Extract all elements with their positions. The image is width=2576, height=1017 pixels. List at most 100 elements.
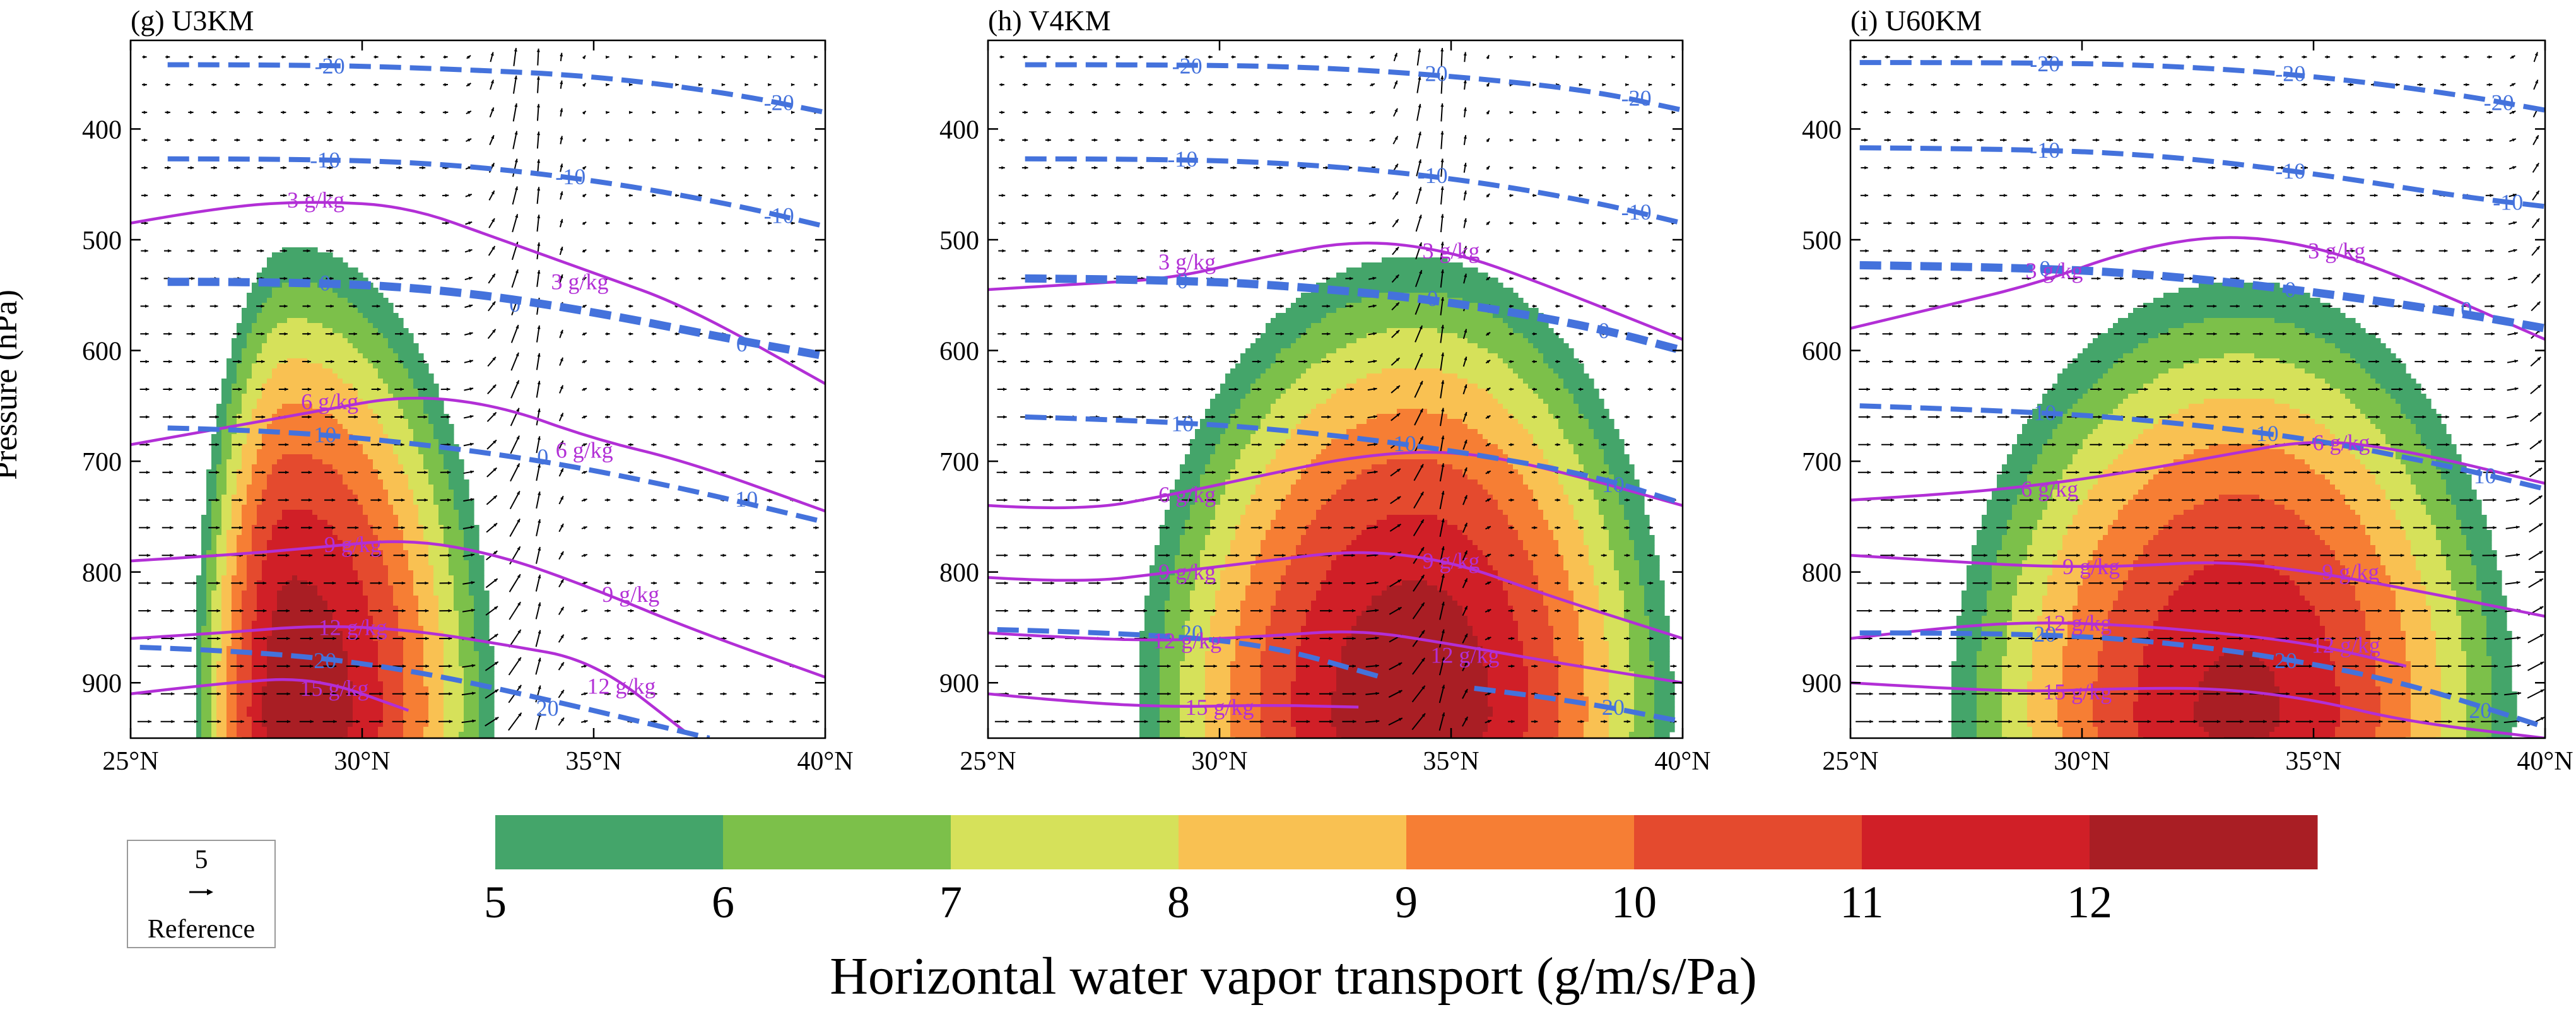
- shade-cell: [272, 525, 278, 531]
- shade-cell: [247, 348, 252, 354]
- shade-cell: [368, 621, 373, 626]
- shade-cell: [327, 404, 333, 409]
- shade-cell: [373, 712, 379, 717]
- shade-cell: [267, 303, 273, 309]
- shade-cell: [267, 434, 273, 440]
- shade-cell: [343, 333, 348, 339]
- shade-cell: [201, 681, 207, 687]
- shade-cell: [383, 697, 389, 702]
- shade-cell: [464, 505, 469, 510]
- shade-cell: [317, 525, 323, 531]
- shade-cell: [338, 591, 343, 596]
- shade-cell: [343, 606, 348, 611]
- shade-cell: [206, 732, 212, 738]
- shade-cell: [368, 601, 373, 606]
- shade-cell: [247, 308, 252, 314]
- shade-cell: [438, 570, 444, 576]
- shade-cell: [348, 333, 353, 339]
- shade-cell: [393, 565, 399, 571]
- shade-cell: [292, 373, 298, 379]
- shade-cell: [232, 540, 237, 546]
- shade-cell: [363, 707, 368, 712]
- shade-cell: [317, 424, 323, 430]
- shade-cell: [343, 722, 348, 727]
- shade-cell: [302, 409, 308, 414]
- shade-cell: [428, 510, 434, 515]
- wind-vector-head: [283, 110, 286, 114]
- shade-cell: [257, 616, 262, 621]
- shade-cell: [287, 490, 293, 495]
- shade-cell: [317, 429, 323, 435]
- shade-cell: [262, 540, 268, 546]
- shade-cell: [353, 363, 358, 369]
- shade-cell: [302, 550, 308, 556]
- shade-cell: [196, 626, 202, 632]
- shade-cell: [297, 717, 303, 722]
- shade-cell: [383, 707, 389, 712]
- shade-cell: [438, 656, 444, 662]
- shade-cell: [307, 641, 313, 647]
- shade-cell: [327, 515, 333, 520]
- wind-vector-head: [285, 498, 289, 502]
- shade-cell: [237, 379, 242, 384]
- shade-cell: [413, 384, 419, 389]
- shade-cell: [201, 565, 207, 571]
- shade-cell: [237, 399, 242, 404]
- shade-cell: [282, 348, 288, 354]
- shade-cell: [292, 540, 298, 546]
- shade-cell: [363, 363, 368, 369]
- shade-cell: [338, 641, 343, 647]
- shade-cell: [489, 671, 495, 677]
- shade-cell: [282, 373, 288, 379]
- shade-cell: [464, 540, 469, 546]
- wind-vector-head: [145, 387, 150, 391]
- shade-cell: [388, 429, 394, 435]
- shade-cell: [388, 727, 394, 732]
- shade-cell: [292, 580, 298, 586]
- shade-cell: [307, 353, 313, 359]
- shade-cell: [393, 323, 399, 329]
- shade-cell: [216, 515, 222, 520]
- shade-cell: [433, 459, 439, 465]
- shade-cell: [423, 661, 429, 667]
- shade-cell: [393, 459, 399, 465]
- shade-cell: [383, 691, 389, 697]
- shade-cell: [307, 444, 313, 450]
- shade-cell: [403, 500, 409, 505]
- shade-cell: [383, 444, 389, 450]
- shade-cell: [363, 702, 368, 707]
- shade-cell: [307, 505, 313, 510]
- shade-cell: [449, 575, 454, 581]
- wind-vector-head: [262, 471, 266, 474]
- shade-cell: [277, 560, 283, 566]
- shade-cell: [444, 656, 449, 662]
- shade-cell: [454, 449, 459, 455]
- shade-cell: [317, 520, 323, 526]
- shade-cell: [353, 293, 358, 298]
- shade-cell: [383, 631, 389, 637]
- shade-cell: [307, 485, 313, 490]
- shade-cell: [232, 621, 237, 626]
- wind-vector-head: [216, 498, 220, 502]
- shade-cell: [332, 353, 338, 359]
- shade-cell: [343, 444, 348, 450]
- shade-cell: [388, 681, 394, 687]
- shade-cell: [312, 606, 318, 611]
- shade-cell: [302, 530, 308, 536]
- wind-vector-head: [240, 664, 244, 668]
- shade-cell: [368, 464, 373, 470]
- shade-cell: [358, 414, 363, 420]
- shade-cell: [368, 676, 373, 682]
- shade-cell: [398, 318, 404, 324]
- shade-cell: [211, 621, 217, 626]
- shade-cell: [312, 419, 318, 425]
- shade-cell: [373, 328, 379, 334]
- shade-cell: [428, 707, 434, 712]
- shade-cell: [388, 616, 394, 621]
- shade-cell: [373, 717, 379, 722]
- shade-cell: [327, 313, 333, 319]
- shade-cell: [444, 479, 449, 485]
- shade-cell: [302, 363, 308, 369]
- shade-cell: [287, 697, 293, 702]
- shade-cell: [287, 565, 293, 571]
